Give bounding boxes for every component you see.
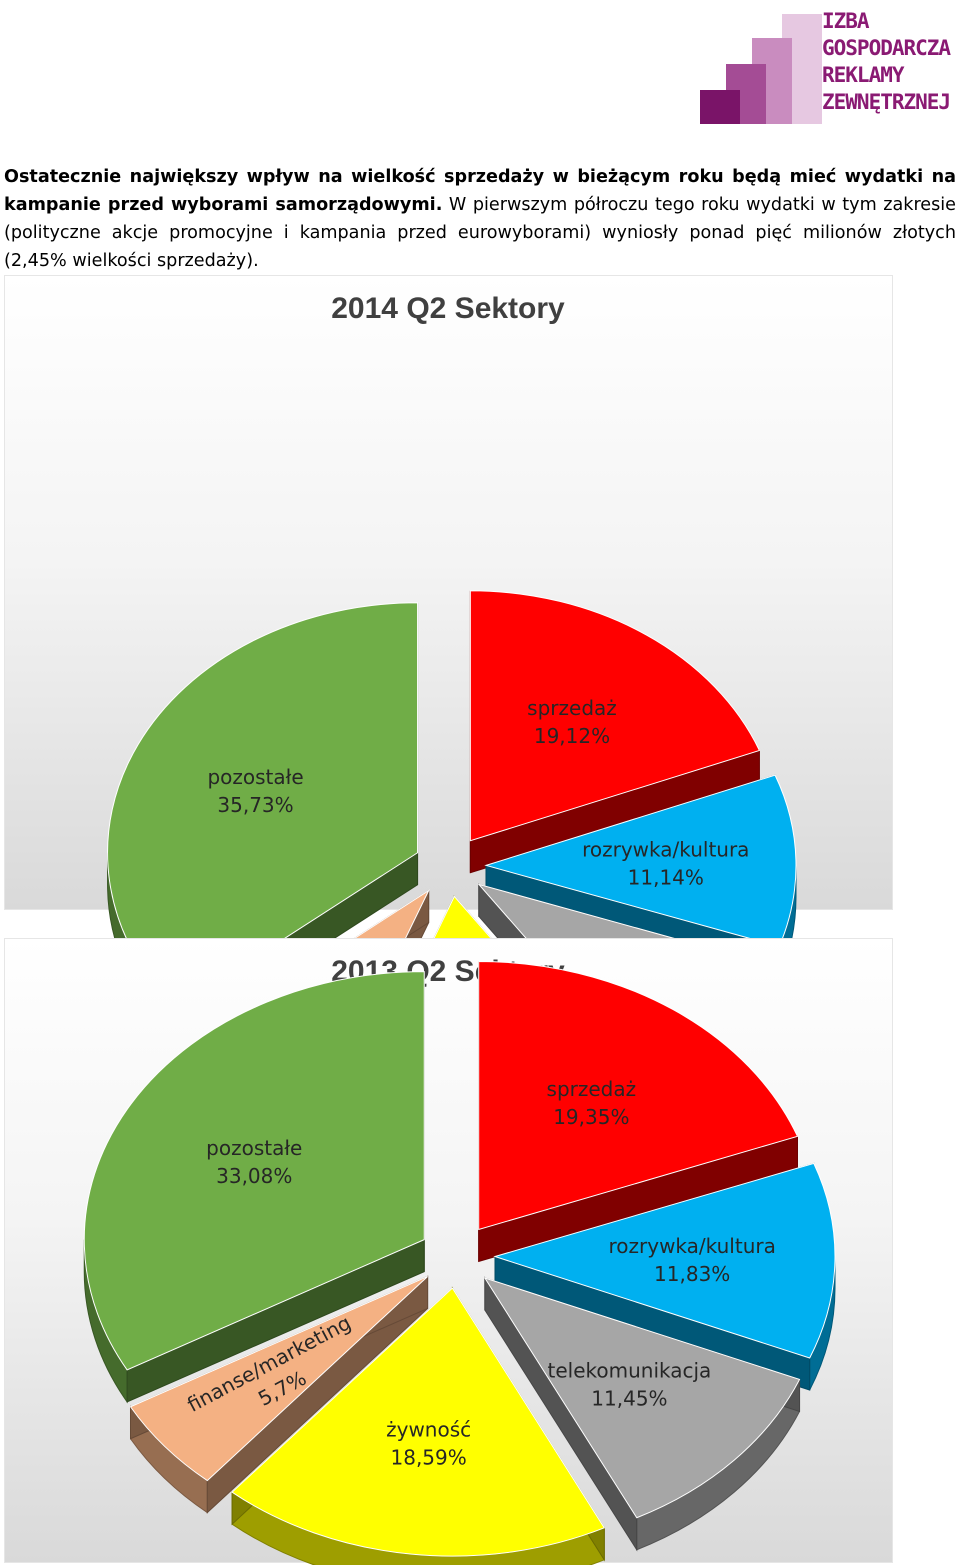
slice-label-rozrywka-kultura: rozrywka/kultura 11,83% xyxy=(608,1234,775,1286)
pie-tops xyxy=(83,960,836,1557)
slice-value-label: 35,73% xyxy=(217,793,293,817)
slice-label-ywno: żywność 18,59% xyxy=(386,1417,471,1469)
slice-value-label: 11,83% xyxy=(654,1262,730,1286)
slice-label-pozosta-e: pozostałe 35,73% xyxy=(207,765,303,817)
slice-category-label: telekomunikacja xyxy=(548,1359,712,1383)
chart-2013-svg: 2013 Q2 Sektorysprzedaż19,35%rozrywka/ku… xyxy=(83,955,836,1565)
logo-line: REKLAMY xyxy=(822,63,905,87)
logo-line: GOSPODARCZA xyxy=(822,36,951,60)
paragraph-bold: Ostatecznie największy wpływ na wielkość… xyxy=(4,167,956,215)
slice-finanse-marketing xyxy=(129,1276,428,1482)
slice-category-label: sprzedaż xyxy=(547,1077,637,1101)
chart-title: 2014 Q2 Sektory xyxy=(331,292,565,325)
slice-sprzeda xyxy=(469,590,761,842)
slice-ywno xyxy=(231,1287,606,1557)
slice-category-label: rozrywka/kultura xyxy=(582,838,749,862)
slice-category-label: rozrywka/kultura xyxy=(608,1234,775,1258)
logo-text: IZBA GOSPODARCZA REKLAMY ZEWNĘTRZNEJ xyxy=(822,8,957,116)
slice-label-sprzeda: sprzedaż 19,35% xyxy=(547,1077,637,1129)
logo-block-1 xyxy=(700,90,740,124)
slice-telekomunikacja xyxy=(483,1277,801,1519)
slice-category-label: sprzedaż xyxy=(527,696,617,720)
slice-pozosta-e xyxy=(83,971,425,1371)
chart-2013: 2013 Q2 Sektory sprzedaż 19,35% rozrywka/ku… xyxy=(4,938,893,1565)
slice-label-sprzeda: sprzedaż 19,12% xyxy=(527,696,617,748)
slice-label-telekomunikacja: telekomunikacja 11,45% xyxy=(548,1359,712,1411)
slice-value-label: 18,59% xyxy=(390,1445,466,1469)
chart-2014-svg: 2014 Q2 Sektory sprzedaż 19,12% rozrywka/ku… xyxy=(107,292,797,1179)
logo-line: IZBA xyxy=(822,9,870,33)
logo xyxy=(700,14,822,124)
paragraph-normal: W pierwszym półroczu tego roku wydatki w… xyxy=(4,195,956,271)
slice-value-label: 11,14% xyxy=(628,866,704,890)
slice-value-label: 19,35% xyxy=(553,1105,629,1129)
slice-category-label: pozostałe xyxy=(206,1136,302,1160)
slice-label-rozrywka-kultura: rozrywka/kultura 11,14% xyxy=(582,838,749,890)
chart-2014: 2014 Q2 Sektory sprzedaż 19,12% rozrywka/ku… xyxy=(4,275,893,1179)
slice-sprzeda xyxy=(478,960,799,1231)
slice-category-label: pozostałe xyxy=(207,765,303,789)
logo-line: ZEWNĘTRZNEJ xyxy=(822,90,951,114)
slice-rozrywka-kultura xyxy=(484,774,797,948)
slice-value-label: 19,12% xyxy=(534,724,610,748)
slice-value-label: 11,45% xyxy=(591,1387,667,1411)
slice-rozrywka-kultura xyxy=(493,1162,836,1359)
slice-category-label: żywność xyxy=(386,1417,471,1441)
body-paragraph: Ostatecznie największy wpływ na wielkość… xyxy=(4,163,956,275)
slice-label-pozosta-e: pozostałe 33,08% xyxy=(206,1136,302,1188)
slice-value-label: 33,08% xyxy=(216,1164,292,1188)
